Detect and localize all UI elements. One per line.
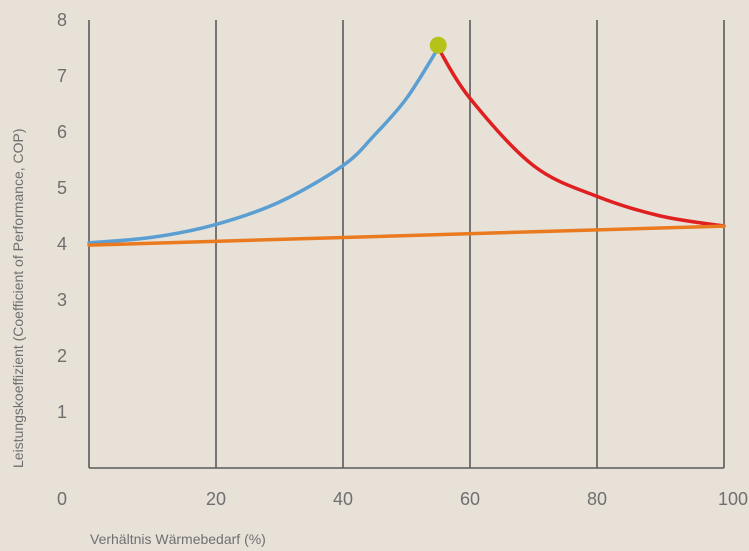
y-tick-label: 1: [57, 402, 67, 422]
x-axis-title: Verhältnis Wärmebedarf (%): [90, 531, 266, 547]
series-layer: [87, 46, 726, 247]
y-axis-title: Leistungskoeffizient (Coefficient of Per…: [10, 128, 26, 468]
marker-layer: [429, 36, 447, 54]
grid-layer: [215, 20, 725, 468]
peak-marker: [429, 36, 447, 54]
x-tick-label: 60: [460, 489, 480, 509]
y-tick-label: 6: [57, 122, 67, 142]
y-tick-label: 8: [57, 10, 67, 30]
x-tick-label: 100: [718, 489, 748, 509]
x-tick-label: 0: [57, 489, 67, 509]
x-tick-label: 40: [333, 489, 353, 509]
y-tick-label: 3: [57, 290, 67, 310]
y-tick-label: 5: [57, 178, 67, 198]
y-tick-label: 7: [57, 66, 67, 86]
x-tick-label: 20: [206, 489, 226, 509]
series-line-3: [87, 224, 726, 247]
y-tick-label: 4: [57, 234, 67, 254]
series-line-1: [87, 46, 440, 245]
x-tick-label: 80: [587, 489, 607, 509]
y-tick-label: 2: [57, 346, 67, 366]
series-line-2: [436, 46, 726, 228]
